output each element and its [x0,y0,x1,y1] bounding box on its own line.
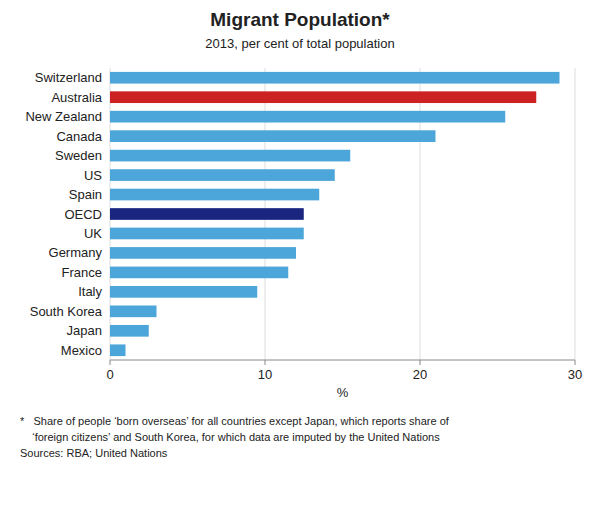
subtitle: 2013, per cent of total population [205,36,394,51]
y-tick-label: Sweden [55,148,102,163]
x-tick-label: 0 [106,367,113,382]
x-tick-label: 20 [413,367,427,382]
y-axis: Switzerland Australia New Zealand Canada Swe… [25,70,102,358]
y-tick-label: Spain [69,187,102,202]
bar [110,228,304,240]
footnote: Sources: RBA; United Nations [20,447,168,459]
footnote: * Share of people ‘born overseas’ for al… [20,415,450,427]
bars [110,72,560,356]
x-tick [265,360,266,365]
x-tick [575,360,576,365]
y-tick-label: New Zealand [25,109,102,124]
page: {"chart_data": { "type": "bar", "orienta… [0,0,600,513]
bar [110,305,157,317]
bar [110,91,536,103]
bar [110,286,257,298]
x-axis-label: % [337,385,349,400]
bar [110,169,335,181]
bar [110,344,126,356]
y-tick-label: Australia [51,90,102,105]
x-tick [420,360,421,365]
y-tick-label: Italy [78,284,102,299]
x-axis: 0 10 20 30 [106,360,582,382]
x-tick [110,360,111,365]
bar [110,267,288,279]
x-tick-label: 10 [258,367,272,382]
y-tick-label: Japan [67,323,102,338]
y-tick-label: France [62,265,102,280]
x-tick-label: 30 [568,367,582,382]
y-tick-label: Mexico [61,343,102,358]
grid-line [575,68,576,360]
bar [110,325,149,337]
bar [110,150,350,162]
y-tick-label: US [84,168,102,183]
bar [110,72,560,84]
title: Migrant Population* [210,9,390,30]
bar [110,130,436,142]
bar [110,189,319,201]
y-tick-label: Canada [56,129,102,144]
y-tick-label: OECD [64,207,102,222]
y-tick-label: Germany [49,245,103,260]
bar [110,247,296,259]
x-axis-line [110,360,575,361]
chart: Migrant Population* 2013, per cent of tot… [0,0,600,513]
footnote: ‘foreign citizens’ and South Korea, for … [20,431,440,443]
y-tick-label: Switzerland [35,70,102,85]
y-tick-label: UK [84,226,102,241]
bar [110,111,505,123]
y-tick-label: South Korea [30,304,103,319]
grid [110,68,575,360]
bar [110,208,304,220]
